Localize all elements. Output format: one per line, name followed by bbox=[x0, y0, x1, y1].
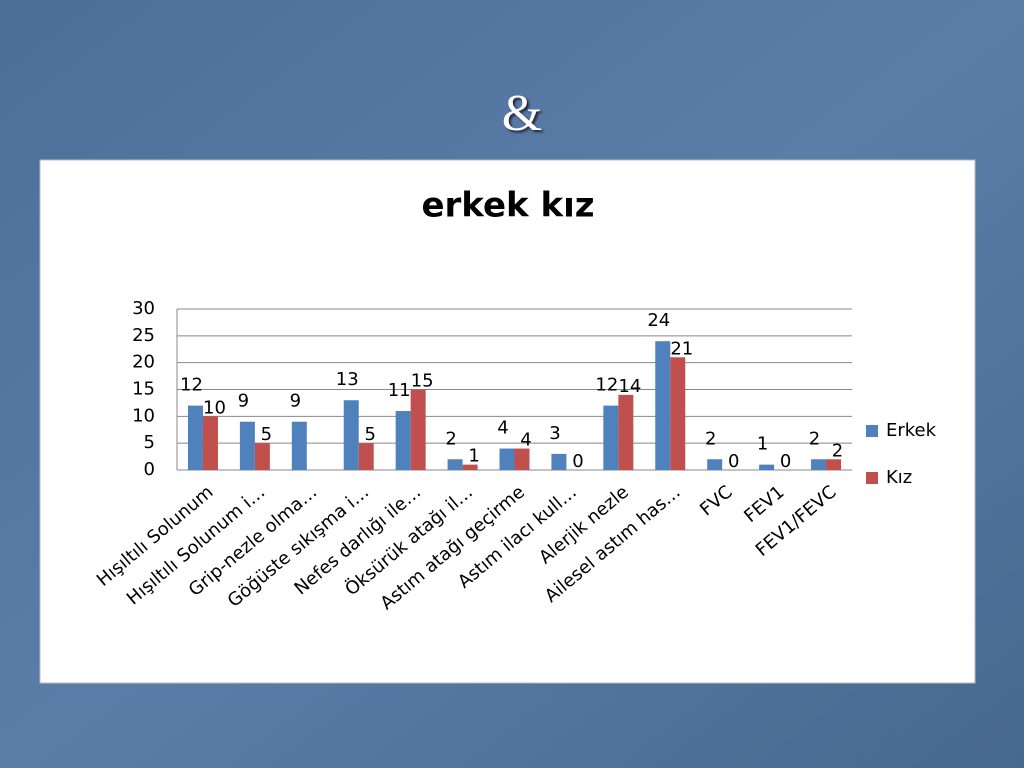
value-label: 2 bbox=[705, 428, 716, 449]
bar bbox=[254, 443, 270, 470]
value-label: 5 bbox=[261, 424, 272, 445]
value-label: 12 bbox=[595, 375, 618, 396]
legend-swatch bbox=[866, 472, 878, 484]
value-label: 1 bbox=[757, 434, 768, 455]
value-label: 21 bbox=[670, 338, 693, 359]
value-label: 13 bbox=[336, 369, 359, 390]
value-label: 4 bbox=[520, 430, 531, 451]
value-label: 2 bbox=[445, 428, 456, 449]
value-label: 1 bbox=[468, 446, 479, 467]
value-label: 9 bbox=[290, 391, 301, 412]
bar bbox=[187, 405, 203, 470]
bar bbox=[514, 448, 530, 470]
bar bbox=[603, 405, 619, 470]
bar bbox=[395, 410, 411, 470]
y-tick-label: 25 bbox=[132, 325, 155, 346]
bar bbox=[618, 394, 634, 470]
bar bbox=[811, 459, 827, 470]
bar bbox=[670, 357, 686, 470]
value-label: 2 bbox=[809, 428, 820, 449]
y-tick-label: 10 bbox=[132, 405, 155, 426]
bar bbox=[655, 341, 671, 470]
value-label: 3 bbox=[549, 423, 560, 444]
bar bbox=[343, 400, 359, 470]
y-tick-label: 30 bbox=[132, 298, 155, 319]
value-label: 5 bbox=[365, 424, 376, 445]
bar bbox=[759, 464, 775, 470]
value-label: 2 bbox=[832, 440, 843, 461]
bar bbox=[410, 389, 426, 470]
y-tick-label: 20 bbox=[132, 352, 155, 373]
value-label: 0 bbox=[780, 451, 791, 472]
bar bbox=[447, 459, 463, 470]
bar bbox=[499, 448, 515, 470]
value-label: 24 bbox=[647, 310, 670, 331]
value-label: 14 bbox=[618, 376, 641, 397]
value-label: 9 bbox=[238, 391, 249, 412]
bar bbox=[462, 464, 478, 470]
value-label: 10 bbox=[203, 397, 226, 418]
y-tick-label: 15 bbox=[132, 379, 155, 400]
slide-title: & bbox=[502, 85, 542, 142]
bar bbox=[358, 443, 374, 470]
legend-label: Kız bbox=[886, 467, 912, 488]
bar bbox=[826, 459, 842, 470]
value-label: 0 bbox=[572, 451, 583, 472]
bar bbox=[239, 421, 255, 470]
legend-label: Erkek bbox=[886, 420, 937, 441]
bar bbox=[291, 421, 307, 470]
value-label: 0 bbox=[728, 451, 739, 472]
value-label: 12 bbox=[180, 375, 203, 396]
bar bbox=[707, 459, 723, 470]
value-label: 15 bbox=[411, 371, 434, 392]
value-label: 4 bbox=[497, 418, 508, 439]
y-tick-label: 0 bbox=[144, 459, 155, 480]
legend-swatch bbox=[866, 425, 878, 437]
value-label: 11 bbox=[388, 380, 411, 401]
bar bbox=[551, 453, 567, 470]
y-tick-label: 5 bbox=[144, 432, 155, 453]
bar bbox=[202, 416, 218, 470]
chart-title: erkek kız bbox=[421, 186, 594, 226]
